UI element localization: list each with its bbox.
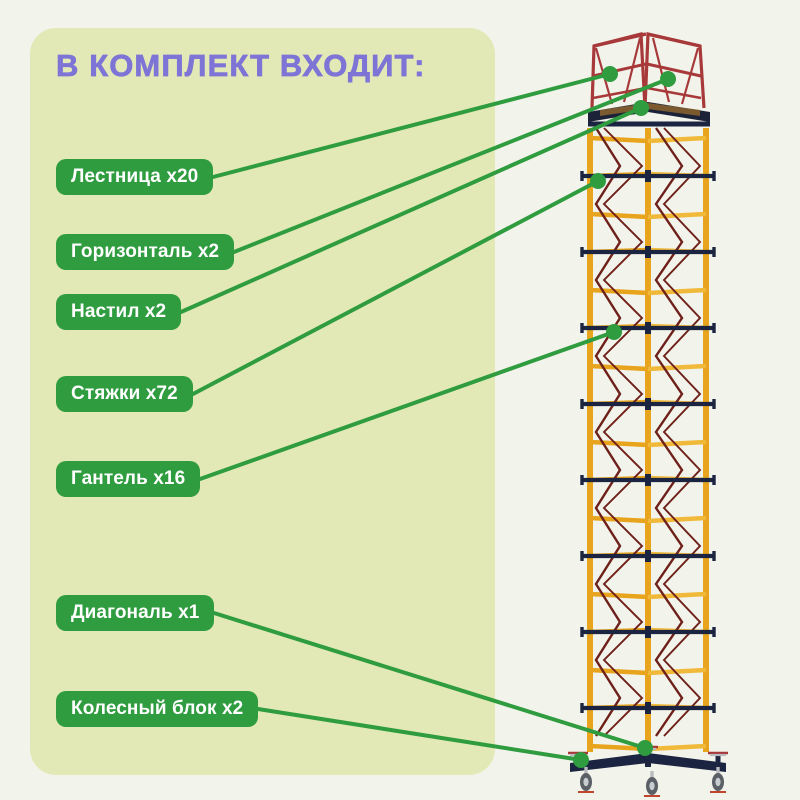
guardrail-diagonal-3	[651, 37, 671, 103]
anchor-dot-4	[590, 173, 606, 189]
diagonal-brace-right-bay-rear	[662, 127, 702, 737]
part-chip-3[interactable]: Настил x2	[56, 294, 182, 330]
part-chip-6[interactable]: Диагональ x1	[56, 595, 215, 631]
ladder-rung-right-14	[647, 667, 707, 676]
guardrail-low-rail-right	[646, 86, 702, 100]
anchor-dot-2	[660, 71, 676, 87]
part-chip-7[interactable]: Колесный блок x2	[56, 691, 259, 727]
part-chip-1[interactable]: Лестница x20	[56, 159, 214, 195]
diagonal-brace-right-bay	[654, 127, 684, 737]
leader-line-4	[191, 179, 600, 396]
leader-line-6	[212, 611, 647, 750]
ladder-rung-left-10	[589, 515, 649, 524]
ladder-rung-left-8	[589, 439, 649, 448]
guardrail-diagonal-2	[622, 37, 642, 103]
ladder-rung-right-16	[647, 743, 707, 752]
guardrail-mid-rail-left	[592, 62, 647, 78]
anchor-dot-5	[606, 324, 622, 340]
ladder-rung-left-14	[589, 667, 649, 676]
ladder-rung-left-0	[589, 135, 649, 144]
leader-line-1	[211, 72, 612, 179]
anchor-dot-3	[633, 100, 649, 116]
ladder-rung-right-0	[647, 135, 707, 144]
leader-line-3	[179, 106, 643, 314]
diagonal-brace-left-bay	[594, 127, 622, 737]
leader-line-5	[198, 330, 616, 481]
ladder-rung-right-12	[647, 591, 707, 600]
leader-line-2	[232, 77, 670, 254]
castor-hub-2	[715, 777, 721, 787]
ladder-rung-right-6	[647, 363, 707, 372]
guardrail-top-chord-right	[646, 32, 701, 48]
castor-hub-0	[583, 777, 589, 787]
platform-deck-board	[600, 103, 700, 116]
guardrail-diagonal-4	[680, 47, 700, 105]
part-chip-2[interactable]: Горизонталь x2	[56, 234, 235, 270]
castor-hub-1	[649, 781, 655, 791]
ladder-rung-left-12	[589, 591, 649, 600]
page-title: В КОМПЛЕКТ ВХОДИТ:	[56, 48, 426, 84]
ladder-rung-right-8	[647, 439, 707, 448]
leader-line-7	[256, 707, 583, 762]
diagonal-brace-left-bay-rear	[602, 127, 644, 737]
ladder-rung-left-6	[589, 363, 649, 372]
ladder-rung-left-2	[589, 211, 649, 220]
guardrail-top-chord-left	[593, 32, 647, 48]
guardrail-mid-rail-right	[646, 62, 702, 78]
anchor-dot-7	[573, 752, 589, 768]
ladder-rung-right-2	[647, 211, 707, 220]
ladder-rung-right-4	[647, 287, 707, 296]
part-chip-5[interactable]: Гантель x16	[56, 461, 201, 497]
part-chip-4[interactable]: Стяжки x72	[56, 376, 193, 412]
platform-deck-frame	[588, 102, 710, 122]
anchor-dot-6	[637, 740, 653, 756]
anchor-dot-1	[602, 66, 618, 82]
ladder-rung-right-10	[647, 515, 707, 524]
ladder-rung-left-4	[589, 287, 649, 296]
